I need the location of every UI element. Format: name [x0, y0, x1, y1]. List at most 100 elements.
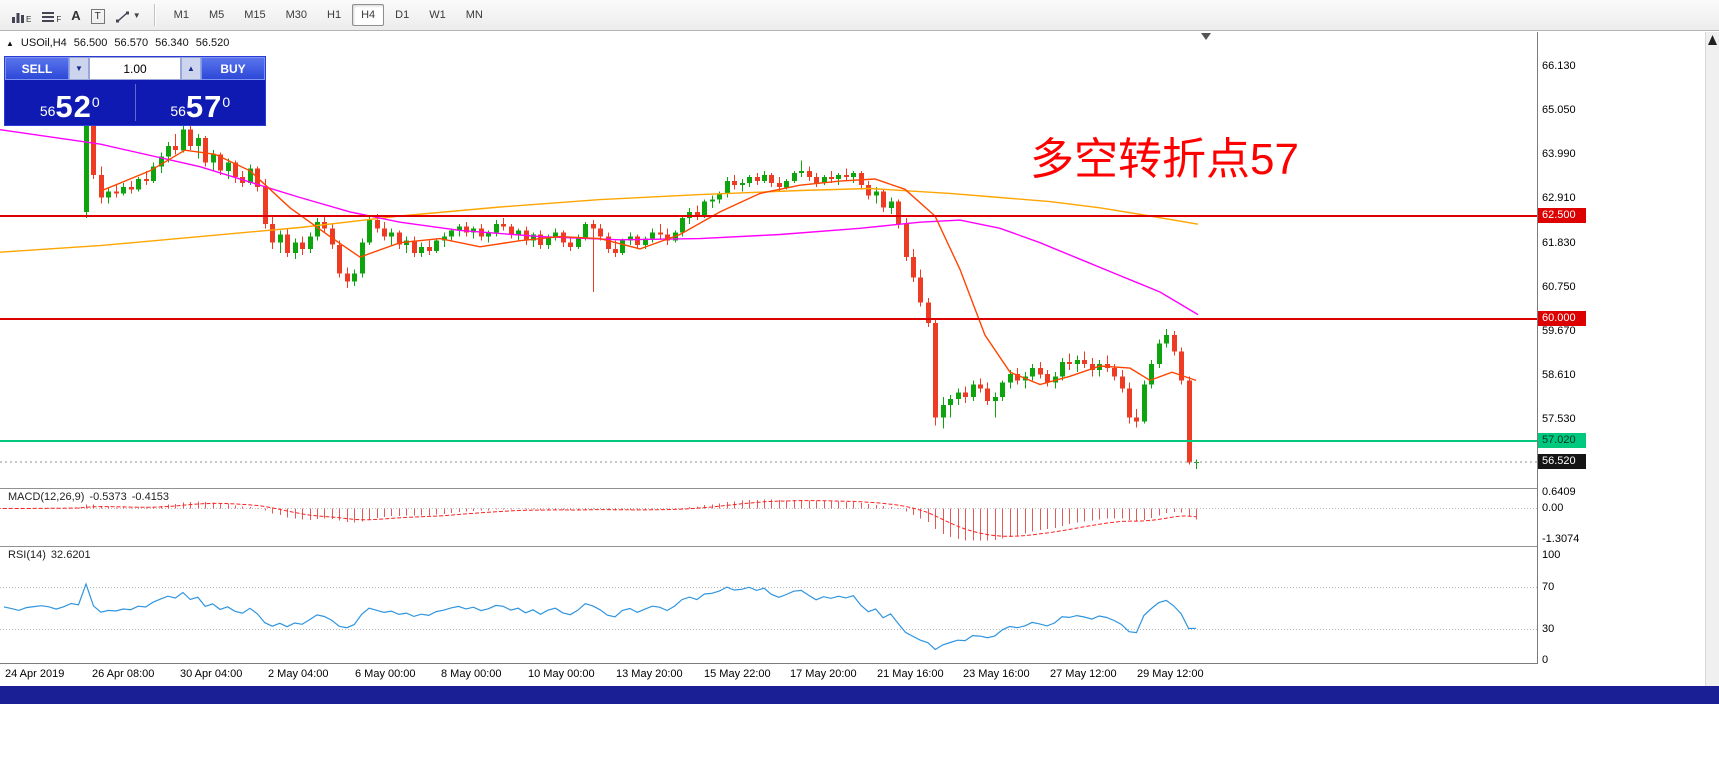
timeframe-button-MN[interactable]: MN [465, 9, 483, 21]
icon-sub-label: F [56, 15, 62, 24]
price-label: 65.050 [1542, 104, 1576, 117]
price-badge-57.020: 57.020 [1538, 433, 1586, 449]
macd-value-main: -0.5373 [89, 491, 127, 503]
macd-axis-label: 0.00 [1542, 501, 1564, 514]
rsi-value: 32.6201 [50, 549, 91, 561]
chevron-down-icon[interactable]: ▼ [132, 10, 141, 20]
price-label: 59.670 [1542, 325, 1576, 338]
main-chart-svg[interactable] [0, 32, 1537, 488]
ma-slow-orange [0, 187, 1199, 253]
draw-tools-icon[interactable]: ▼ [115, 6, 141, 24]
buy-price-display[interactable]: 56 57 0 [136, 80, 266, 125]
timeframe-button-D1[interactable]: D1 [395, 9, 410, 21]
date-label: 21 May 16:00 [877, 668, 944, 680]
buy-price-prefix: 56 [170, 103, 186, 119]
buy-price-point: 0 [222, 94, 231, 110]
date-label: 2 May 04:00 [268, 668, 329, 680]
sell-button[interactable]: SELL [5, 57, 69, 80]
macd-label: MACD(12,26,9) -0.5373 -0.4153 [8, 491, 174, 503]
text-box-icon[interactable]: T [90, 6, 105, 24]
timeframe-button-H4[interactable]: H4 [352, 4, 385, 26]
price-badge-62.500: 62.500 [1538, 208, 1586, 223]
buy-button[interactable]: BUY [201, 57, 265, 80]
toolbar: E F A T ▼ M1 M5 M15 M30 H1 H4 D1 W1 MN [0, 0, 1719, 31]
scroll-up-arrow-icon[interactable] [1708, 35, 1717, 45]
vertical-scrollbar[interactable] [1705, 32, 1719, 686]
buy-price-pips: 57 [185, 89, 223, 124]
rsi-label: RSI(14) 32.6201 [8, 549, 96, 561]
date-label: 29 May 12:00 [1137, 668, 1204, 680]
timeframe-button-M1[interactable]: M1 [173, 9, 189, 21]
date-label: 8 May 00:00 [441, 668, 502, 680]
price-label: 62.910 [1542, 192, 1576, 205]
price-label: 66.130 [1542, 59, 1576, 72]
chevron-down-icon: ▼ [75, 64, 83, 73]
volume-increase-button[interactable]: ▲ [181, 57, 201, 80]
chevron-up-icon: ▲ [187, 64, 195, 73]
ma-fast-red [99, 149, 1197, 386]
ma-mid-magenta [0, 129, 1199, 316]
price-label: 63.990 [1542, 147, 1576, 160]
macd-name: MACD(12,26,9) [8, 491, 85, 503]
price-label: 58.610 [1542, 368, 1576, 381]
quote-header: ▲ USOil,H4 56.500 56.570 56.340 56.520 [6, 37, 229, 49]
price-label: 60.750 [1542, 280, 1576, 293]
date-label: 26 Apr 08:00 [92, 668, 155, 680]
timeframe-button-M5[interactable]: M5 [208, 9, 225, 21]
date-label: 23 May 16:00 [963, 668, 1030, 680]
volume-decrease-button[interactable]: ▼ [69, 57, 89, 80]
quote-high: 56.570 [114, 37, 149, 49]
bar-chart-icon[interactable]: E [11, 6, 31, 24]
sell-price-prefix: 56 [39, 103, 56, 119]
icon-sub-label: E [26, 15, 32, 24]
list-lines-icon[interactable]: F [41, 6, 61, 24]
toolbar-separator [153, 4, 156, 26]
price-axis-line [1537, 32, 1538, 664]
rsi-axis-label: 30 [1542, 622, 1555, 635]
date-axis[interactable]: 24 Apr 2019 26 Apr 08:00 30 Apr 04:00 2 May… [0, 663, 1537, 686]
bottom-taskbar [0, 686, 1719, 704]
rsi-axis-label: 70 [1542, 580, 1555, 593]
text-annotation-icon[interactable]: A [71, 7, 81, 23]
date-label: 10 May 00:00 [528, 668, 595, 680]
sell-price-point: 0 [91, 94, 100, 110]
date-label: 6 May 00:00 [355, 668, 416, 680]
macd-svg [0, 499, 1537, 541]
date-label: 15 May 22:00 [704, 668, 771, 680]
quote-close: 56.520 [195, 37, 230, 49]
quote-low: 56.340 [155, 37, 189, 49]
macd-panel[interactable] [0, 488, 1537, 546]
sell-price-pips: 52 [55, 89, 92, 124]
price-badge-60.000: 60.000 [1538, 310, 1586, 326]
timeframe-button-M15[interactable]: M15 [244, 9, 266, 21]
timeframe-bar: M1 M5 M15 M30 H1 H4 D1 W1 MN [164, 4, 493, 26]
timeframe-button-M30[interactable]: M30 [285, 9, 308, 21]
price-label: 61.830 [1542, 236, 1576, 249]
date-label: 27 May 12:00 [1050, 668, 1117, 680]
symbol-period: USOil,H4 [20, 37, 67, 49]
rsi-svg [0, 582, 1537, 651]
chart-text-annotation: 多空转折点57 [1030, 135, 1299, 184]
rsi-panel[interactable] [0, 546, 1537, 663]
quote-open: 56.500 [73, 37, 108, 49]
timeframe-button-H1[interactable]: H1 [327, 9, 342, 21]
macd-axis-label: 0.6409 [1542, 486, 1576, 499]
date-label: 30 Apr 04:00 [180, 668, 243, 680]
chart-shift-marker[interactable] [1201, 33, 1211, 40]
one-click-collapse-icon[interactable]: ▲ [6, 38, 14, 48]
date-label: 24 Apr 2019 [5, 668, 65, 680]
price-label: 57.530 [1542, 413, 1576, 426]
sell-price-display[interactable]: 56 52 0 [5, 80, 135, 125]
boxed-t-glyph: T [90, 9, 105, 24]
timeframe-button-W1[interactable]: W1 [429, 9, 446, 21]
rsi-axis-label: 100 [1542, 549, 1561, 561]
macd-histogram [4, 499, 1197, 541]
macd-signal-line [0, 500, 1197, 537]
main-chart[interactable]: ▲ USOil,H4 56.500 56.570 56.340 56.520 S… [0, 32, 1537, 488]
macd-value-signal: -0.4153 [131, 491, 170, 503]
date-label: 13 May 20:00 [616, 668, 683, 680]
rsi-line [3, 582, 1197, 651]
price-divider [134, 84, 136, 121]
volume-input[interactable] [90, 60, 180, 77]
